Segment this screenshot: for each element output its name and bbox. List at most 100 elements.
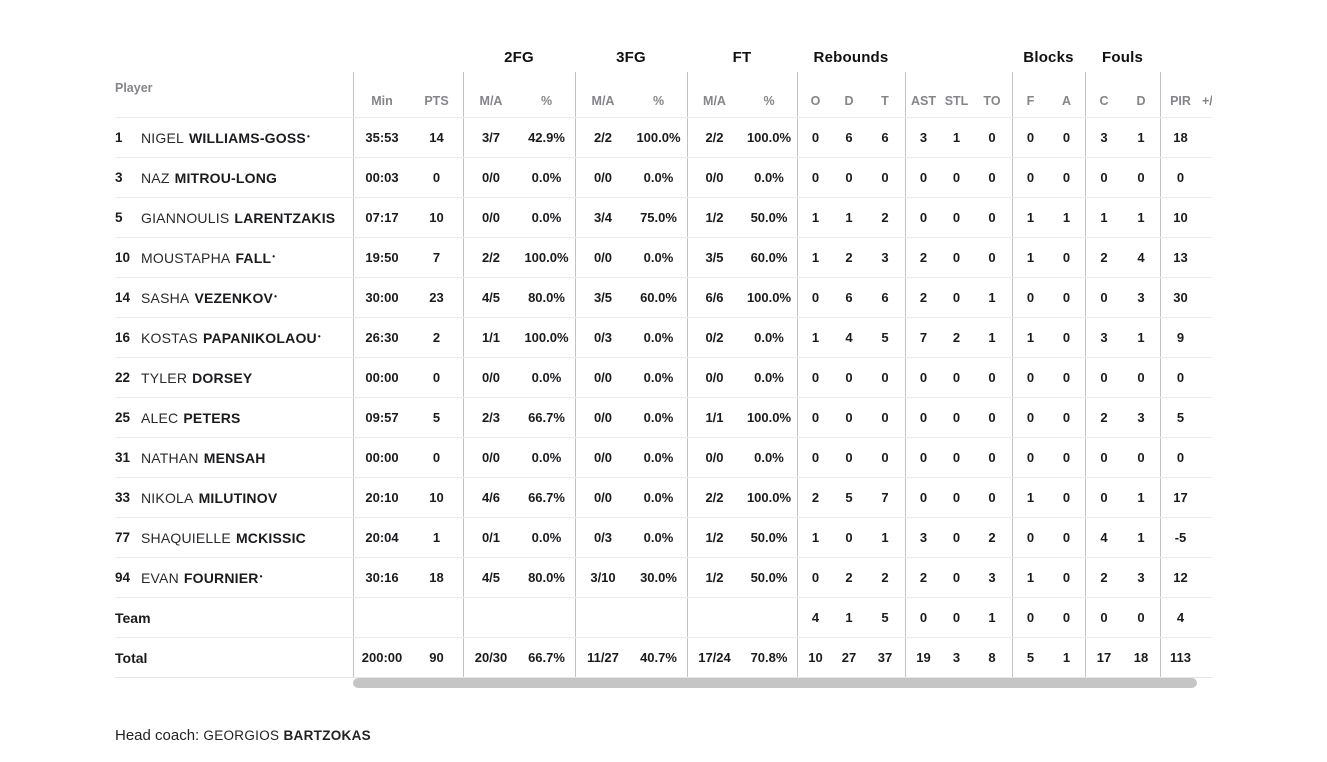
column-header-player: Player bbox=[115, 80, 153, 95]
row-label: Total bbox=[115, 649, 148, 666]
stat-reb_t: 1 bbox=[881, 530, 889, 545]
table-row: 33 NIKOLA MILUTINOV 20:10 10 4/6 66.7% 0/0 0.0% 2… bbox=[115, 478, 1212, 518]
stat-blk_f: 0 bbox=[1012, 518, 1048, 557]
stat-foul_c: 1 bbox=[1085, 198, 1122, 237]
stat-reb_t: 2 bbox=[881, 570, 889, 585]
horizontal-scrollbar-thumb[interactable] bbox=[353, 678, 1197, 688]
stat-blk_f: 1 bbox=[1012, 238, 1048, 277]
stat-stl: 0 bbox=[952, 450, 961, 465]
stat-pts: 7 bbox=[432, 250, 441, 265]
stat-to: 0 bbox=[988, 130, 996, 145]
stat-fg3_ma: 2/2 bbox=[575, 118, 630, 157]
stat-foul_c: 0 bbox=[1085, 358, 1122, 397]
stat-foul_d: 4 bbox=[1137, 250, 1145, 265]
table-body: 1 NIGEL WILLIAMS-GOSS • 35:53 14 3/7 42.9% 2/2 10… bbox=[115, 118, 1212, 678]
stat-reb_d: 0 bbox=[845, 170, 853, 185]
stat-blk_f: 0 bbox=[1012, 358, 1048, 397]
stat-foul_d: 3 bbox=[1137, 410, 1145, 425]
stat-fg2_ma: 0/0 bbox=[463, 358, 518, 397]
stat-pir: 9 bbox=[1160, 318, 1200, 357]
stat-fg3_ma: 0/0 bbox=[575, 358, 630, 397]
stat-stl: 0 bbox=[952, 490, 961, 505]
stat-fg2_pct: 100.0% bbox=[524, 250, 569, 265]
stat-reb_t: 0 bbox=[881, 370, 889, 385]
stat-to: 0 bbox=[988, 250, 996, 265]
group-header-fouls: Fouls bbox=[1102, 49, 1143, 66]
stat-reb_d: 6 bbox=[845, 130, 853, 145]
stat-ft_ma: 0/0 bbox=[687, 358, 741, 397]
stat-min: 07:17 bbox=[353, 198, 410, 237]
total-row: Total 200:00 90 20/30 66.7% 11/27 40.7% 17/24 70… bbox=[115, 638, 1212, 678]
stat-ft_ma: 1/2 bbox=[687, 518, 741, 557]
stat-reb_t: 0 bbox=[881, 450, 889, 465]
stat-foul_c: 17 bbox=[1085, 638, 1122, 677]
stat-min: 00:00 bbox=[353, 438, 410, 477]
stat-to: 0 bbox=[988, 410, 996, 425]
player-last-name: VEZENKOV bbox=[194, 289, 274, 306]
stat-ast: 0 bbox=[905, 438, 941, 477]
stat-reb_t: 5 bbox=[881, 610, 889, 625]
stat-foul_c: 2 bbox=[1085, 398, 1122, 437]
stat-reb_t: 6 bbox=[881, 130, 889, 145]
stat-reb_t: 2 bbox=[881, 210, 889, 225]
stat-fg2_pct: 80.0% bbox=[528, 570, 565, 585]
stat-ast: 0 bbox=[905, 198, 941, 237]
stat-blk_f: 0 bbox=[1012, 438, 1048, 477]
stat-reb_d: 4 bbox=[845, 330, 853, 345]
stat-ft_pct: 0.0% bbox=[754, 450, 784, 465]
stat-ft_pct: 50.0% bbox=[750, 530, 788, 545]
player-first-name: GIANNOULIS bbox=[141, 209, 230, 226]
horizontal-scrollbar-track[interactable] bbox=[353, 678, 1212, 688]
stat-ft_pct: 100.0% bbox=[746, 410, 792, 425]
starter-mark-icon: • bbox=[274, 291, 277, 301]
stat-fg3_pct: 0.0% bbox=[643, 330, 674, 345]
stat-reb_d: 27 bbox=[841, 650, 857, 665]
column-header-ft-ma: M/A bbox=[687, 72, 741, 117]
group-header-3fg: 3FG bbox=[616, 49, 646, 66]
player-first-name: TYLER bbox=[141, 369, 188, 386]
stat-pts: 0 bbox=[432, 450, 441, 465]
stat-ft_ma: 6/6 bbox=[687, 278, 741, 317]
stat-reb_d: 1 bbox=[845, 210, 853, 225]
player-number: 14 bbox=[115, 290, 131, 305]
stat-ft_pct: 50.0% bbox=[750, 210, 788, 225]
stat-ft_pct: 50.0% bbox=[750, 570, 788, 585]
stat-fg3_pct: 75.0% bbox=[640, 210, 677, 225]
stat-to: 3 bbox=[988, 570, 996, 585]
column-header-pir: PIR bbox=[1160, 72, 1200, 117]
stat-min: 30:00 bbox=[353, 278, 410, 317]
stat-fg3_ma: 0/0 bbox=[575, 238, 630, 277]
stat-reb_d: 1 bbox=[845, 610, 853, 625]
stat-fg3_ma: 3/5 bbox=[575, 278, 630, 317]
stat-ast: 0 bbox=[905, 358, 941, 397]
stat-ft_ma: 17/24 bbox=[687, 638, 741, 677]
stat-reb_o: 1 bbox=[797, 198, 833, 237]
stat-fg3_pct: 0.0% bbox=[643, 170, 674, 185]
player-number: 3 bbox=[115, 170, 123, 185]
player-number: 22 bbox=[115, 370, 131, 385]
player-cell: 22 TYLER DORSEY bbox=[115, 370, 353, 386]
stat-pir: 12 bbox=[1160, 558, 1200, 597]
stat-pts: 1 bbox=[432, 530, 441, 545]
stat-ft_pct: 70.8% bbox=[750, 650, 788, 665]
stat-fg2_pct: 0.0% bbox=[531, 530, 562, 545]
stat-ft_pct: 0.0% bbox=[754, 170, 784, 185]
stat-reb_t: 5 bbox=[881, 330, 889, 345]
player-first-name: NATHAN bbox=[141, 449, 199, 466]
stat-foul_d: 0 bbox=[1137, 610, 1145, 625]
stat-reb_t: 0 bbox=[881, 170, 889, 185]
player-last-name: MILUTINOV bbox=[198, 489, 278, 506]
stat-fg2_pct: 66.7% bbox=[528, 490, 565, 505]
stat-foul_c: 4 bbox=[1085, 518, 1122, 557]
group-header-blocks: Blocks bbox=[1023, 49, 1074, 66]
stat-blk_a: 0 bbox=[1062, 410, 1071, 425]
stat-blk_f: 0 bbox=[1012, 398, 1048, 437]
stat-ast: 0 bbox=[905, 398, 941, 437]
stat-blk_a: 1 bbox=[1062, 650, 1071, 665]
stat-pts: 0 bbox=[432, 170, 441, 185]
stat-blk_f: 1 bbox=[1012, 478, 1048, 517]
stat-reb_d: 0 bbox=[845, 370, 853, 385]
stat-reb_o: 1 bbox=[797, 518, 833, 557]
table-row: 94 EVAN FOURNIER • 30:16 18 4/5 80.0% 3/10 30.0% 1… bbox=[115, 558, 1212, 598]
stat-blk_f: 1 bbox=[1012, 198, 1048, 237]
